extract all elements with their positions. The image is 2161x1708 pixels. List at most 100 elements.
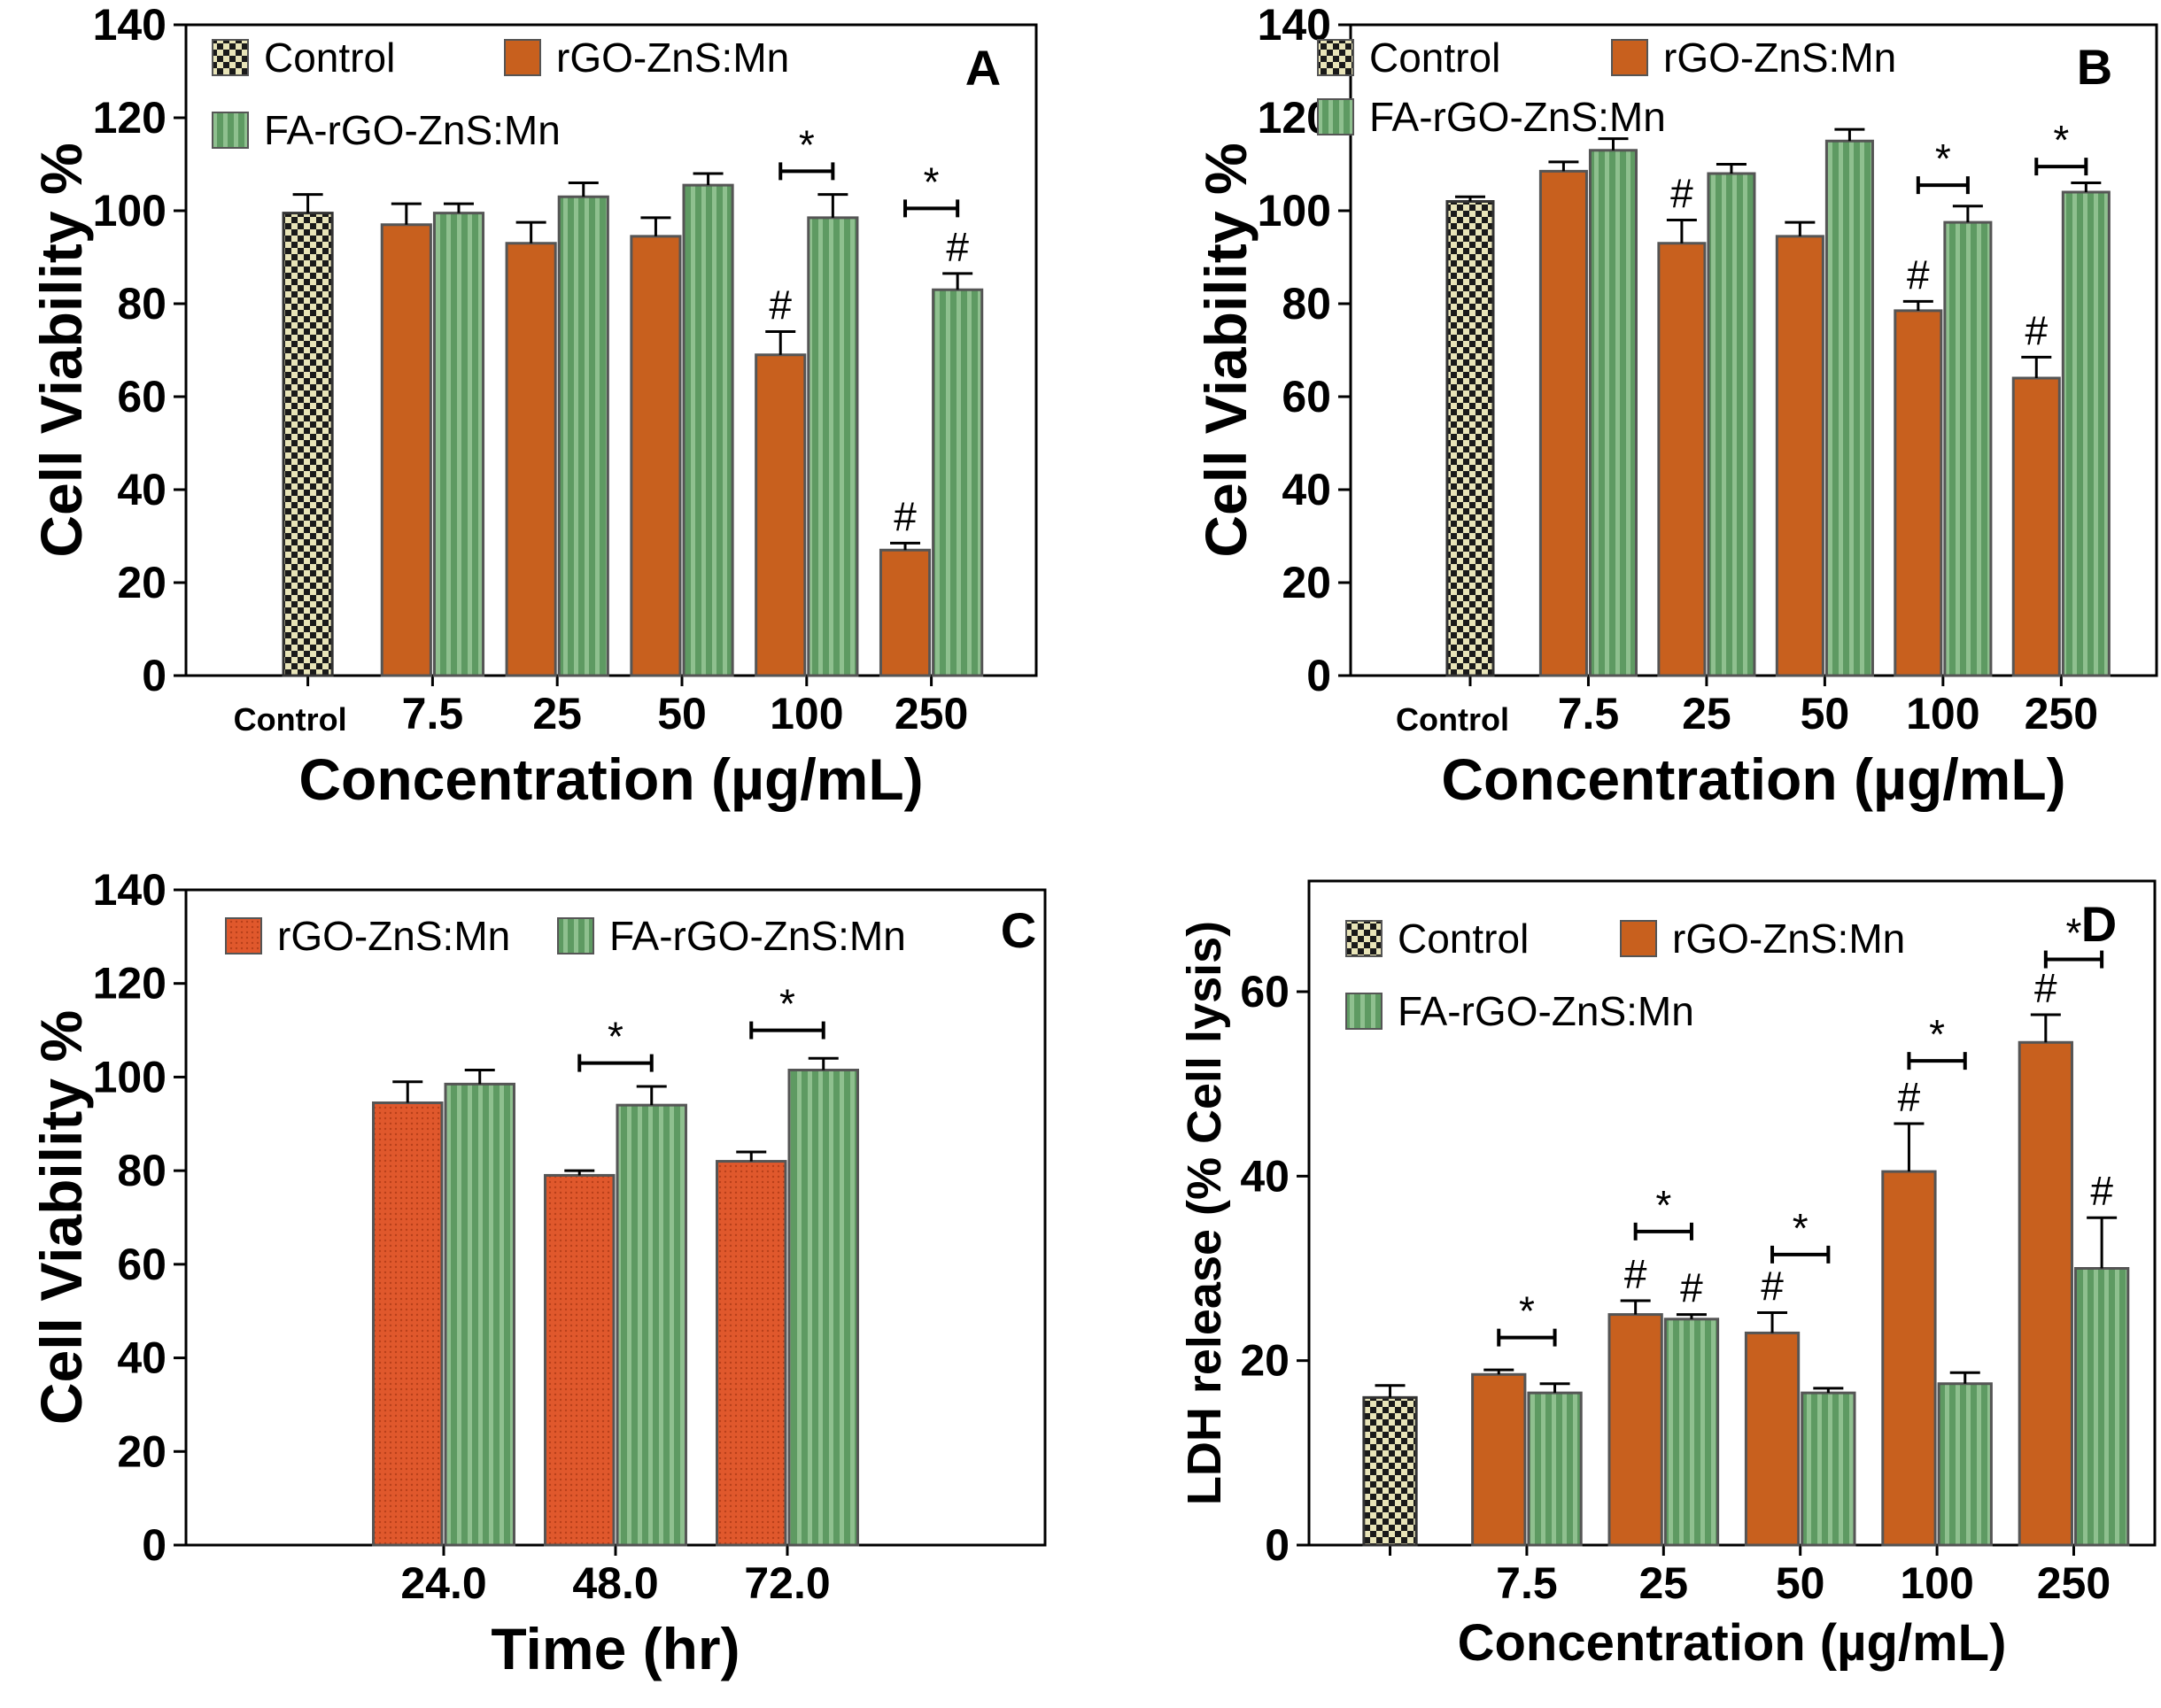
y-axis-label: LDH release (% Cell lysis) (1178, 921, 1231, 1505)
y-tick-label: 40 (1240, 1151, 1290, 1201)
panel-letter: A (965, 40, 1001, 96)
y-tick-label: 60 (117, 1240, 167, 1289)
y-tick-label: 20 (117, 1426, 167, 1476)
y-tick-label: 0 (1265, 1520, 1290, 1570)
bar-fa-rgo-zns-mn-1 (432, 212, 485, 677)
y-tick-label: 20 (117, 558, 167, 607)
significance-star: * (1929, 1011, 1945, 1057)
hash-mark: # (769, 282, 792, 328)
bar-rgo-zns-mn-3 (1744, 1331, 1801, 1547)
bar-rgo-zns-mn-5 (879, 548, 932, 677)
plot-frame (1307, 879, 2157, 1547)
y-tick-label: 0 (142, 651, 167, 700)
y-tick-label: 80 (117, 1146, 167, 1195)
bar-fa-rgo-zns-mn-0 (444, 1082, 515, 1547)
plot-frame (184, 23, 1038, 677)
legend-label: Control (1398, 916, 1529, 962)
legend-swatch (1317, 39, 1354, 76)
x-axis-label: Concentration (µg/mL) (298, 746, 923, 812)
hash-mark: # (1761, 1264, 1784, 1310)
legend-label: FA-rGO-ZnS:Mn (1398, 988, 1694, 1034)
significance-star: * (1655, 1182, 1671, 1228)
bar-control-0 (1445, 200, 1495, 677)
legend-label: rGO-ZnS:Mn (277, 913, 510, 959)
y-tick-label: 100 (93, 186, 167, 236)
x-tick-label: 50 (1776, 1558, 1825, 1608)
bar-rgo-zns-mn-4 (755, 353, 807, 677)
legend-swatch (225, 917, 262, 954)
x-tick-label: 100 (770, 689, 843, 738)
bar-fa-rgo-zns-mn-1 (1527, 1391, 1583, 1547)
y-tick-label: 100 (1258, 186, 1331, 236)
legend-label: Control (1369, 35, 1500, 81)
hash-mark: # (2025, 307, 2048, 353)
bar-rgo-zns-mn-5 (2018, 1040, 2073, 1547)
bar-fa-rgo-zns-mn-2 (1707, 172, 1756, 677)
hash-mark: # (2034, 965, 2057, 1011)
x-tick-label: 25 (1638, 1558, 1688, 1608)
legend-label: FA-rGO-ZnS:Mn (1369, 94, 1666, 140)
x-tick-label: 50 (657, 689, 707, 738)
legend-swatch (1345, 920, 1383, 957)
x-tick-label: Control (1396, 701, 1509, 738)
hash-mark: # (1670, 171, 1693, 217)
bar-rgo-zns-mn-4 (1881, 1170, 1937, 1547)
y-tick-label: 80 (117, 279, 167, 328)
bar-fa-rgo-zns-mn-3 (1801, 1391, 1856, 1547)
significance-star: * (1935, 135, 1951, 182)
y-axis-label: Cell Viability % (1193, 143, 1259, 557)
significance-star: * (799, 121, 815, 167)
bar-rgo-zns-mn-1 (544, 1173, 616, 1547)
bar-fa-rgo-zns-mn-5 (2073, 1267, 2130, 1547)
significance-star: * (608, 1014, 624, 1060)
x-tick-label: 24.0 (400, 1558, 486, 1608)
legend-label: rGO-ZnS:Mn (1663, 35, 1896, 81)
legend-swatch (1620, 920, 1657, 957)
bar-rgo-zns-mn-5 (2011, 376, 2061, 677)
bar-rgo-zns-mn-0 (372, 1101, 444, 1547)
plot-frame (184, 888, 1047, 1547)
bar-fa-rgo-zns-mn-1 (616, 1103, 687, 1547)
bar-fa-rgo-zns-mn-4 (1943, 220, 1993, 677)
panel-letter: B (2077, 39, 2112, 95)
x-axis-label: Concentration (µg/mL) (1458, 1614, 2007, 1672)
legend-label: rGO-ZnS:Mn (1672, 916, 1905, 962)
y-tick-label: 0 (1306, 651, 1331, 700)
y-tick-label: 120 (93, 93, 167, 143)
x-tick-label: 7.5 (1558, 689, 1620, 738)
hash-mark: # (1680, 1265, 1703, 1311)
y-tick-label: 140 (93, 0, 167, 50)
chart-panel-c: 0 20 40 60 80 100 120 140 Cell Viability % Time (… (28, 865, 1047, 1681)
significance-star: * (2066, 910, 2082, 956)
x-tick-label: Control (234, 701, 347, 738)
hash-mark: # (1624, 1251, 1647, 1297)
bar-rgo-zns-mn-3 (1775, 235, 1824, 677)
x-axis-label: Time (hr) (491, 1616, 740, 1681)
bar-rgo-zns-mn-2 (1607, 1313, 1663, 1547)
legend-swatch (1317, 98, 1354, 135)
legend-swatch (504, 39, 541, 76)
y-tick-label: 40 (1282, 465, 1331, 514)
panel-letter: C (1001, 902, 1036, 958)
x-tick-label: 100 (1906, 689, 1979, 738)
bar-rgo-zns-mn-4 (1894, 309, 1943, 677)
bar-fa-rgo-zns-mn-5 (932, 288, 984, 677)
y-tick-label: 0 (142, 1520, 167, 1570)
bar-fa-rgo-zns-mn-4 (1937, 1382, 1993, 1547)
bar-fa-rgo-zns-mn-2 (787, 1069, 859, 1547)
y-axis-label: Cell Viability % (28, 143, 94, 557)
bar-rgo-zns-mn-2 (1657, 242, 1707, 677)
y-tick-label: 20 (1240, 1336, 1290, 1386)
legend-swatch (557, 917, 594, 954)
y-tick-label: 80 (1282, 279, 1331, 328)
y-tick-label: 120 (93, 959, 167, 1009)
y-tick-label: 40 (117, 1333, 167, 1383)
legend-swatch (1611, 39, 1648, 76)
chart-panel-a: 0 20 40 60 80 100 120 140 Cell Viability % Concen… (28, 0, 1038, 812)
x-tick-label: 250 (2037, 1558, 2111, 1608)
hash-mark: # (894, 493, 917, 539)
y-tick-label: 20 (1282, 558, 1331, 607)
x-tick-label: 7.5 (402, 689, 464, 738)
